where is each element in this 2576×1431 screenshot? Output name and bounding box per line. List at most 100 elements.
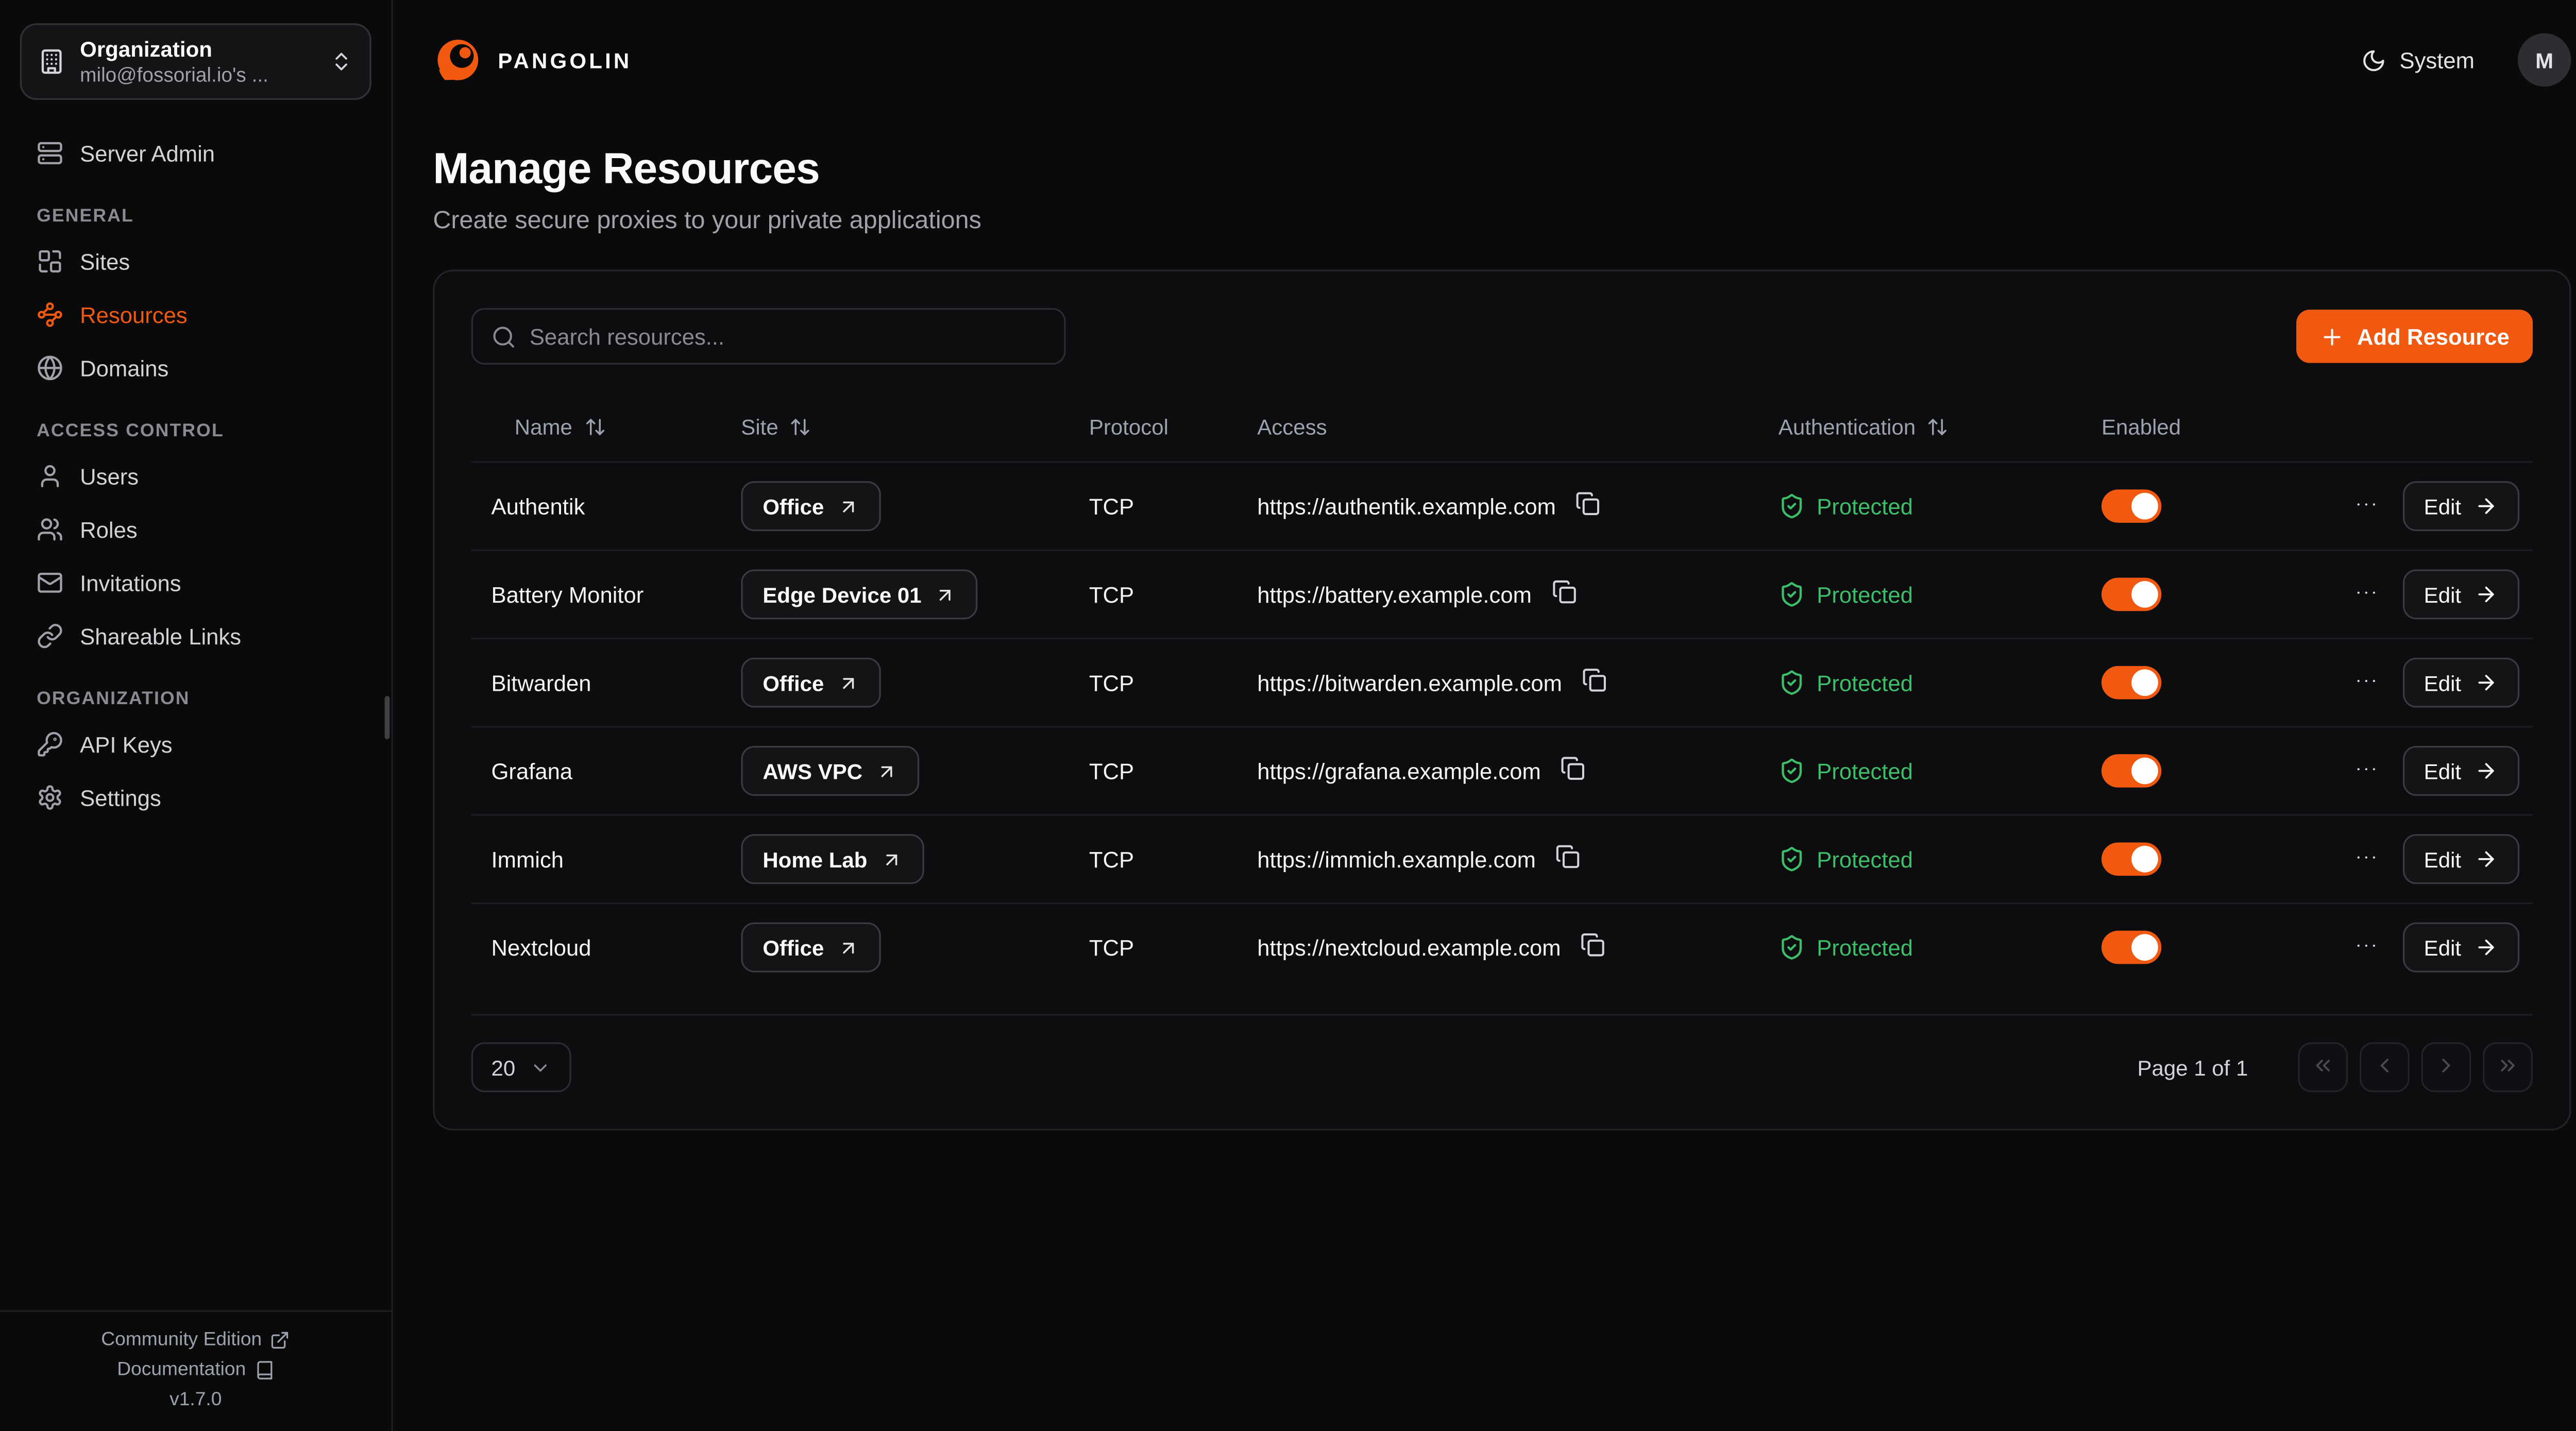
site-link-button[interactable]: Edge Device 01	[741, 569, 978, 620]
copy-icon	[1581, 932, 1605, 962]
row-menu-button[interactable]	[2352, 578, 2379, 610]
sidebar-item-invitations[interactable]: Invitations	[20, 556, 371, 609]
edit-button[interactable]: Edit	[2402, 569, 2520, 620]
enabled-toggle[interactable]	[2101, 489, 2162, 523]
edit-button[interactable]: Edit	[2402, 834, 2520, 884]
sidebar-scrollbar[interactable]	[384, 696, 390, 740]
documentation-link[interactable]: Documentation	[117, 1359, 274, 1379]
edit-button[interactable]: Edit	[2402, 657, 2520, 708]
site-link-button[interactable]: Office	[741, 922, 881, 973]
arrow-right-icon	[2475, 495, 2498, 518]
ellipsis-icon	[2352, 578, 2379, 610]
search-input[interactable]	[529, 323, 1046, 349]
link-icon	[37, 623, 63, 650]
community-edition-link[interactable]: Community Edition	[101, 1330, 290, 1350]
enabled-toggle[interactable]	[2101, 577, 2162, 611]
sidebar-item-roles[interactable]: Roles	[20, 503, 371, 556]
table-row: Authentik Office TCP https://authentik.e…	[471, 461, 2533, 549]
gear-icon	[37, 784, 63, 811]
sidebar-item-users[interactable]: Users	[20, 450, 371, 503]
edit-button[interactable]: Edit	[2402, 745, 2520, 796]
site-link-button[interactable]: Office	[741, 481, 881, 532]
sidebar-item-server-admin[interactable]: Server Admin	[20, 127, 371, 180]
sidebar-item-api-keys[interactable]: API Keys	[20, 718, 371, 771]
column-header-protocol: Protocol	[1069, 414, 1237, 438]
next-page-button[interactable]	[2421, 1042, 2471, 1093]
enabled-toggle[interactable]	[2101, 754, 2162, 788]
edit-label: Edit	[2424, 934, 2462, 960]
sort-icon[interactable]	[1927, 415, 1949, 437]
copy-url-button[interactable]	[1552, 841, 1584, 877]
row-menu-button[interactable]	[2352, 931, 2379, 963]
building-icon	[38, 48, 65, 75]
toggle-knob	[2131, 934, 2158, 961]
row-menu-button[interactable]	[2352, 755, 2379, 787]
row-menu-button[interactable]	[2352, 667, 2379, 698]
org-switcher[interactable]: Organization milo@fossorial.io's ...	[20, 23, 371, 100]
column-header-authentication[interactable]: Authentication	[1758, 414, 2081, 439]
avatar[interactable]: M	[2517, 33, 2571, 87]
enabled-toggle[interactable]	[2101, 930, 2162, 964]
edit-label: Edit	[2424, 582, 2462, 607]
sort-icon[interactable]	[584, 415, 605, 437]
sidebar-item-shareable-links[interactable]: Shareable Links	[20, 609, 371, 662]
sidebar-section-label: ORGANIZATION	[37, 689, 190, 709]
ellipsis-icon	[2352, 667, 2379, 698]
sort-icon[interactable]	[790, 415, 811, 437]
edit-label: Edit	[2424, 758, 2462, 783]
sidebar-nav: Server Admin GENERAL Sites Resources Domains…	[0, 110, 392, 824]
auth-status-label: Protected	[1817, 670, 1913, 695]
arrow-up-right-icon	[880, 848, 902, 870]
auth-status: Protected	[1778, 493, 1913, 520]
combine-icon	[37, 248, 63, 275]
resource-name: Nextcloud	[491, 934, 591, 960]
copy-url-button[interactable]	[1579, 665, 1610, 701]
sidebar-item-resources[interactable]: Resources	[20, 288, 371, 341]
row-menu-button[interactable]	[2352, 843, 2379, 875]
protocol: TCP	[1089, 493, 1134, 519]
edit-label: Edit	[2424, 493, 2462, 519]
shield-check-icon	[1778, 669, 1805, 696]
edit-button[interactable]: Edit	[2402, 481, 2520, 532]
theme-toggle[interactable]: System	[2361, 47, 2475, 73]
site-link-button[interactable]: AWS VPC	[741, 745, 920, 796]
table-row: Immich Home Lab TCP https://immich.examp…	[471, 814, 2533, 902]
sidebar-item-sites[interactable]: Sites	[20, 235, 371, 288]
site-link-button[interactable]: Home Lab	[741, 834, 924, 884]
add-resource-button[interactable]: Add Resource	[2297, 310, 2533, 363]
users-icon	[37, 516, 63, 543]
auth-status: Protected	[1778, 934, 1913, 961]
row-menu-button[interactable]	[2352, 490, 2379, 522]
first-page-button[interactable]	[2298, 1042, 2348, 1093]
edit-button[interactable]: Edit	[2402, 922, 2520, 973]
access-url: https://grafana.example.com	[1257, 758, 1541, 783]
copy-url-button[interactable]	[1572, 488, 1604, 524]
table-row: Grafana AWS VPC TCP https://grafana.exam…	[471, 726, 2533, 814]
org-switcher-text: Organization milo@fossorial.io's ...	[80, 37, 315, 87]
site-link-button[interactable]: Office	[741, 657, 881, 708]
last-page-button[interactable]	[2483, 1042, 2533, 1093]
prev-page-button[interactable]	[2359, 1042, 2410, 1093]
org-subtitle: milo@fossorial.io's ...	[80, 63, 268, 87]
copy-url-button[interactable]	[1578, 929, 1609, 966]
copy-url-button[interactable]	[1557, 753, 1589, 789]
sidebar-section-label: GENERAL	[37, 206, 134, 227]
column-header-site[interactable]: Site	[721, 414, 1070, 439]
resource-name: Immich	[491, 846, 564, 872]
auth-status-label: Protected	[1817, 758, 1913, 783]
copy-url-button[interactable]	[1548, 576, 1580, 612]
enabled-toggle[interactable]	[2101, 666, 2162, 700]
page-size-select[interactable]: 20	[471, 1042, 572, 1093]
sidebar-item-domains[interactable]: Domains	[20, 342, 371, 395]
column-header-name[interactable]: Name	[471, 414, 721, 439]
enabled-toggle[interactable]	[2101, 842, 2162, 876]
brand-name: PANGOLIN	[498, 47, 632, 73]
protocol: TCP	[1089, 670, 1134, 695]
edit-label: Edit	[2424, 670, 2462, 695]
table-row: Nextcloud Office TCP https://nextcloud.e…	[471, 902, 2533, 991]
site-name: Office	[762, 493, 824, 519]
plus-icon	[2320, 324, 2345, 349]
sidebar-item-settings[interactable]: Settings	[20, 771, 371, 824]
copy-icon	[1552, 580, 1577, 609]
